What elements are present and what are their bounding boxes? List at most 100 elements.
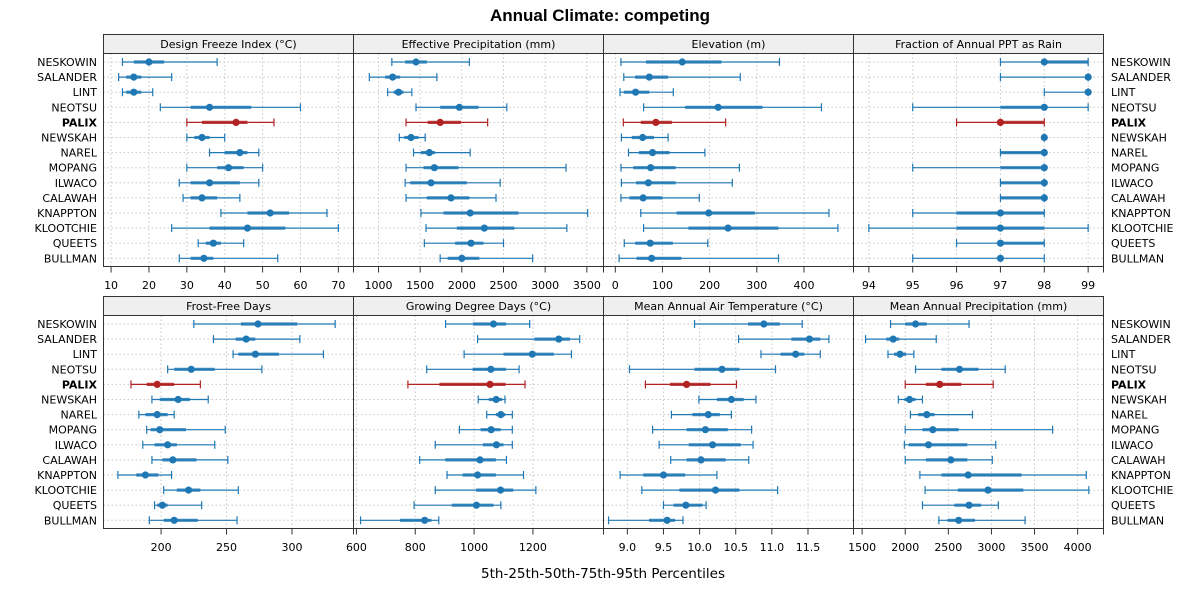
interval-knappton — [117, 471, 173, 479]
median-point — [466, 209, 474, 217]
interval-salander — [864, 335, 937, 344]
median-point — [792, 350, 800, 358]
site-label-left: CALAWAH — [42, 454, 97, 467]
panel-1: Design Freeze Index (°C) 10 20 30 40 50 60 70 — [103, 34, 354, 292]
site-label-left: ILWACO — [55, 439, 98, 452]
median-point — [266, 209, 274, 217]
x-tick-label: 800 — [405, 541, 426, 554]
median-point — [659, 471, 668, 479]
interval-neotsu — [167, 365, 263, 374]
median-point — [905, 395, 914, 404]
site-label-left: MOPANG — [49, 424, 97, 437]
median-point — [474, 471, 482, 479]
median-point — [889, 335, 897, 343]
median-point — [174, 395, 182, 404]
x-tick-label: 1500 — [848, 541, 876, 554]
median-point — [955, 516, 963, 524]
site-label-left: PALIX — [62, 378, 98, 391]
panel-frame — [603, 315, 854, 529]
median-point — [645, 73, 653, 81]
median-point — [639, 194, 647, 202]
median-point — [436, 118, 444, 126]
site-label-right: LINT — [1111, 86, 1136, 99]
interval-palix — [644, 380, 738, 389]
x-tick-label: 1000 — [365, 279, 393, 292]
panel-2: Effective Precipitation (mm) 1000 1500 2000… — [353, 34, 604, 292]
interval-lint — [760, 350, 821, 359]
median-point — [394, 88, 403, 96]
median-point — [718, 365, 726, 373]
site-label-left: KLOOTCHIE — [35, 484, 98, 497]
interval-bullman — [148, 516, 238, 525]
site-label-left: NESKOWIN — [37, 56, 97, 69]
median-point — [224, 164, 233, 172]
median-point — [205, 179, 214, 187]
interval-newskah — [398, 133, 426, 142]
site-label-right: KNAPPTON — [1111, 469, 1171, 482]
panel-3: Elevation (m) 0 100 200 300 400 — [603, 34, 854, 292]
median-point — [156, 426, 164, 434]
interval-queets — [197, 239, 245, 248]
site-label-right: BULLMAN — [1111, 252, 1164, 265]
interval-narel — [208, 148, 260, 157]
median-point — [936, 380, 944, 388]
median-point — [487, 365, 495, 373]
x-tick-label: 300 — [746, 279, 767, 292]
interval-calawah — [620, 193, 700, 202]
median-point — [644, 179, 652, 187]
panel-4: Fraction of Annual PPT as Rain 94 95 96 97 98… — [853, 34, 1104, 292]
median-point — [153, 411, 161, 419]
median-point — [1040, 149, 1048, 157]
panel-5: Frost-Free Days 200 250 300 — [103, 296, 354, 554]
median-point — [198, 133, 206, 142]
interval-calawah — [670, 455, 750, 464]
panel-title: Fraction of Annual PPT as Rain — [895, 38, 1062, 51]
x-tick-label: 50 — [256, 279, 270, 292]
interval-neskowin — [889, 320, 970, 328]
site-label-left: LINT — [73, 86, 98, 99]
site-label-left: QUEETS — [53, 499, 97, 512]
x-tick-label: 98 — [1037, 279, 1051, 292]
interval-calawah — [182, 193, 241, 202]
interval-newskah — [1040, 133, 1048, 142]
site-label-right: NESKOWIN — [1111, 56, 1171, 69]
panel-title: Frost-Free Days — [186, 300, 271, 313]
median-point — [996, 118, 1005, 126]
median-point — [145, 58, 153, 66]
interval-neotsu — [426, 365, 520, 374]
x-tick-label: 3500 — [1021, 541, 1049, 554]
interval-salander — [738, 335, 830, 344]
site-label-left: KLOOTCHIE — [35, 222, 98, 235]
site-label-left: ILWACO — [55, 177, 98, 190]
site-label-left: NEWSKAH — [41, 394, 97, 407]
median-point — [929, 426, 937, 434]
median-point — [631, 88, 640, 96]
median-point — [430, 164, 438, 172]
panel-7: Mean Annual Air Temperature (°C) 9.0 9.5 10… — [603, 296, 854, 554]
x-tick-label: 60 — [293, 279, 307, 292]
site-label-right: ILWACO — [1111, 177, 1154, 190]
median-point — [407, 133, 415, 142]
median-point — [447, 194, 455, 202]
x-tick-label: 99 — [1081, 279, 1095, 292]
median-point — [805, 335, 814, 343]
median-point — [984, 486, 992, 494]
interval-ilwaco — [178, 178, 260, 187]
site-label-right: NESKOWIN — [1111, 318, 1171, 331]
x-tick-label: 10 — [104, 279, 118, 292]
median-point — [489, 320, 498, 328]
median-point — [955, 365, 964, 373]
site-label-right: PALIX — [1111, 116, 1147, 129]
interval-palix — [407, 380, 526, 389]
site-label-right: MOPANG — [1111, 162, 1159, 175]
interval-palix — [622, 118, 727, 127]
interval-queets — [623, 239, 709, 248]
median-point — [200, 254, 208, 262]
x-tick-label: 1200 — [519, 541, 547, 554]
panel-title: Elevation (m) — [692, 38, 766, 51]
panel-frame — [853, 53, 1104, 267]
interval-newskah — [477, 395, 506, 404]
panel-frame — [103, 53, 354, 267]
median-point — [425, 149, 433, 157]
panel-frame — [353, 315, 604, 529]
